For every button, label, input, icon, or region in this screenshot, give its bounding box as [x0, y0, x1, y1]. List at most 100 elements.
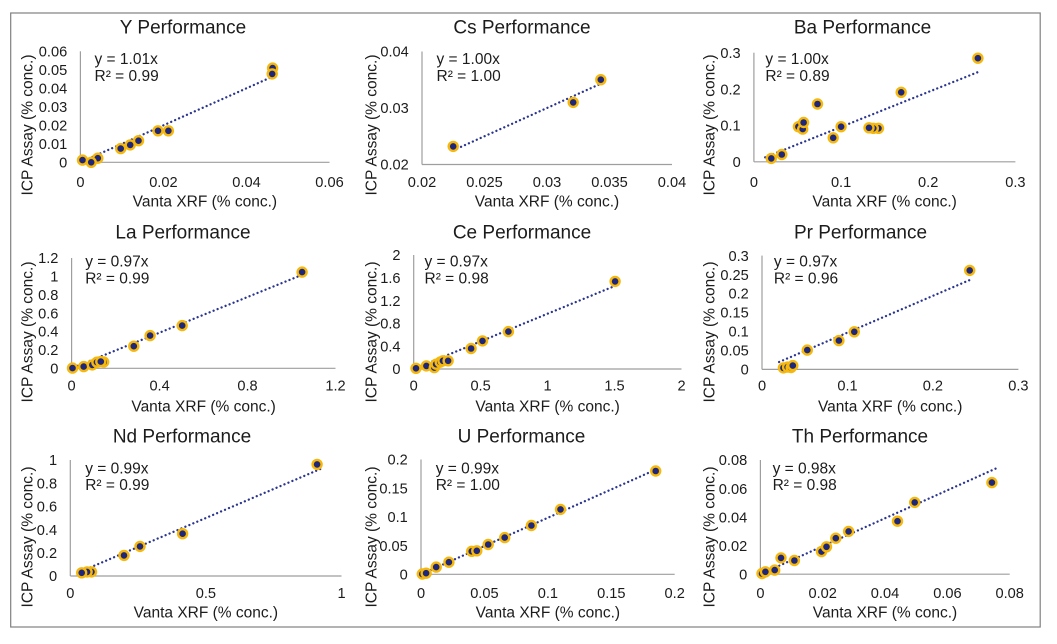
svg-text:Ba Performance: Ba Performance — [794, 18, 931, 39]
svg-text:Ce Performance: Ce Performance — [453, 223, 591, 244]
svg-text:Vanta XRF (% conc.): Vanta XRF (% conc.) — [131, 399, 275, 416]
svg-text:y = 0.97x: y = 0.97x — [425, 254, 489, 271]
svg-text:0.1: 0.1 — [388, 510, 408, 526]
svg-text:0.025: 0.025 — [466, 175, 503, 191]
svg-text:0: 0 — [76, 175, 84, 191]
svg-text:Cs Performance: Cs Performance — [453, 18, 590, 39]
svg-text:1.2: 1.2 — [38, 251, 58, 267]
svg-text:y = 0.97x: y = 0.97x — [774, 254, 838, 271]
svg-text:y = 1.00x: y = 1.00x — [765, 51, 829, 68]
svg-text:ICP Assay (% conc.): ICP Assay (% conc.) — [20, 55, 37, 196]
svg-text:0.15: 0.15 — [597, 586, 625, 602]
svg-text:0.03: 0.03 — [533, 175, 561, 191]
svg-text:0.2: 0.2 — [665, 586, 685, 602]
svg-text:ICP Assay (% conc.): ICP Assay (% conc.) — [364, 55, 381, 196]
svg-text:0.04: 0.04 — [232, 175, 260, 191]
svg-text:0: 0 — [417, 586, 425, 602]
svg-text:Vanta XRF (% conc.): Vanta XRF (% conc.) — [812, 194, 956, 211]
svg-text:0.05: 0.05 — [470, 586, 498, 602]
svg-text:0: 0 — [50, 362, 58, 378]
svg-text:0.05: 0.05 — [720, 344, 748, 360]
svg-text:0.035: 0.035 — [591, 175, 628, 191]
svg-text:0.02: 0.02 — [719, 539, 747, 555]
svg-text:0: 0 — [758, 379, 766, 395]
svg-text:R² = 0.96: R² = 0.96 — [774, 271, 838, 288]
svg-text:0: 0 — [741, 363, 749, 379]
svg-text:0.4: 0.4 — [38, 325, 58, 341]
svg-text:0.4: 0.4 — [380, 339, 400, 355]
svg-text:R² = 0.99: R² = 0.99 — [85, 477, 149, 494]
svg-text:Vanta XRF (% conc.): Vanta XRF (% conc.) — [133, 194, 277, 211]
svg-text:0.2: 0.2 — [729, 287, 749, 303]
svg-text:0: 0 — [410, 379, 418, 395]
svg-text:0: 0 — [733, 155, 741, 171]
svg-text:1: 1 — [49, 453, 57, 469]
svg-text:ICP Assay (% conc.): ICP Assay (% conc.) — [702, 262, 719, 403]
svg-text:1: 1 — [50, 270, 58, 286]
svg-text:0.6: 0.6 — [37, 500, 57, 516]
svg-text:0.03: 0.03 — [39, 100, 67, 116]
svg-text:0: 0 — [756, 586, 764, 602]
svg-text:0.05: 0.05 — [379, 539, 407, 555]
svg-text:Vanta XRF (% conc.): Vanta XRF (% conc.) — [813, 605, 957, 622]
svg-text:0.04: 0.04 — [719, 510, 747, 526]
svg-text:Vanta XRF (% conc.): Vanta XRF (% conc.) — [475, 194, 619, 211]
svg-text:0.06: 0.06 — [719, 482, 747, 498]
svg-text:0: 0 — [59, 156, 67, 172]
svg-text:0.3: 0.3 — [720, 46, 740, 62]
svg-text:0.08: 0.08 — [995, 586, 1023, 602]
svg-text:1.5: 1.5 — [604, 379, 624, 395]
svg-text:y = 0.98x: y = 0.98x — [773, 461, 837, 478]
svg-text:0.2: 0.2 — [388, 453, 408, 469]
svg-text:0.2: 0.2 — [38, 343, 58, 359]
svg-text:0.06: 0.06 — [933, 586, 961, 602]
svg-text:ICP Assay (% conc.): ICP Assay (% conc.) — [20, 467, 37, 608]
svg-text:0.3: 0.3 — [1005, 175, 1025, 191]
svg-text:0: 0 — [400, 568, 408, 584]
svg-text:0.8: 0.8 — [237, 379, 257, 395]
svg-text:0.1: 0.1 — [720, 119, 740, 135]
svg-text:Nd Performance: Nd Performance — [113, 427, 251, 448]
svg-text:U Performance: U Performance — [458, 427, 586, 448]
svg-text:0.04: 0.04 — [658, 175, 686, 191]
svg-text:0.02: 0.02 — [808, 586, 836, 602]
svg-text:0: 0 — [750, 175, 758, 191]
svg-text:0.6: 0.6 — [38, 306, 58, 322]
svg-text:0: 0 — [392, 362, 400, 378]
svg-text:0.4: 0.4 — [37, 523, 57, 539]
svg-text:ICP Assay (% conc.): ICP Assay (% conc.) — [20, 262, 37, 403]
svg-text:ICP Assay (% conc.): ICP Assay (% conc.) — [364, 467, 381, 608]
svg-text:0.03: 0.03 — [380, 101, 408, 117]
svg-text:0.04: 0.04 — [39, 82, 67, 98]
svg-text:Vanta XRF (% conc.): Vanta XRF (% conc.) — [818, 399, 962, 416]
svg-text:0.2: 0.2 — [720, 82, 740, 98]
svg-text:0.04: 0.04 — [380, 45, 408, 61]
svg-text:y = 1.00x: y = 1.00x — [437, 51, 501, 68]
svg-text:R² = 0.98: R² = 0.98 — [425, 271, 489, 288]
svg-text:0.3: 0.3 — [1008, 379, 1028, 395]
svg-text:0: 0 — [66, 586, 74, 602]
svg-text:y = 0.97x: y = 0.97x — [85, 254, 149, 271]
svg-text:0: 0 — [68, 379, 76, 395]
svg-text:R² = 0.99: R² = 0.99 — [85, 271, 149, 288]
svg-text:0.25: 0.25 — [720, 268, 748, 284]
svg-text:R² = 1.00: R² = 1.00 — [436, 477, 501, 494]
svg-text:0.02: 0.02 — [380, 158, 408, 174]
svg-text:0.2: 0.2 — [918, 175, 938, 191]
svg-text:2: 2 — [392, 248, 400, 264]
svg-text:0.8: 0.8 — [37, 476, 57, 492]
svg-text:0.15: 0.15 — [720, 306, 748, 322]
svg-text:y = 0.99x: y = 0.99x — [85, 461, 149, 478]
svg-text:y = 0.99x: y = 0.99x — [436, 461, 500, 478]
svg-text:0.04: 0.04 — [871, 586, 899, 602]
svg-text:Vanta XRF (% conc.): Vanta XRF (% conc.) — [134, 605, 278, 622]
svg-text:Y Performance: Y Performance — [120, 18, 246, 39]
svg-text:0.1: 0.1 — [538, 586, 558, 602]
svg-text:Vanta XRF (% conc.): Vanta XRF (% conc.) — [476, 605, 620, 622]
svg-text:0.5: 0.5 — [196, 586, 216, 602]
svg-text:0.08: 0.08 — [719, 453, 747, 469]
svg-text:Th Performance: Th Performance — [792, 427, 928, 448]
svg-text:0.15: 0.15 — [379, 481, 407, 497]
svg-text:R² = 1.00: R² = 1.00 — [437, 68, 502, 85]
svg-text:0.06: 0.06 — [39, 45, 67, 61]
